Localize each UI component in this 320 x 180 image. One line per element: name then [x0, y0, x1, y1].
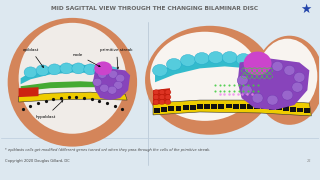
Polygon shape — [154, 108, 160, 113]
Ellipse shape — [222, 51, 237, 63]
Polygon shape — [20, 81, 125, 91]
Polygon shape — [211, 104, 217, 109]
Polygon shape — [261, 105, 268, 109]
Ellipse shape — [98, 70, 107, 78]
Polygon shape — [304, 108, 310, 113]
Ellipse shape — [159, 90, 165, 95]
Ellipse shape — [153, 100, 159, 105]
Ellipse shape — [84, 64, 97, 75]
Text: Copyright 2020 Douglas Gillard, DC: Copyright 2020 Douglas Gillard, DC — [5, 159, 69, 163]
Text: MID SAGITTAL VIEW THROUGH THE CHANGING BILAMINAR DISC: MID SAGITTAL VIEW THROUGH THE CHANGING B… — [52, 6, 259, 12]
Ellipse shape — [194, 53, 209, 64]
Ellipse shape — [165, 90, 171, 95]
Ellipse shape — [259, 60, 270, 70]
Polygon shape — [226, 103, 232, 109]
Polygon shape — [19, 87, 38, 97]
Ellipse shape — [165, 100, 171, 105]
Polygon shape — [254, 104, 260, 109]
Polygon shape — [153, 100, 311, 116]
Polygon shape — [19, 92, 127, 102]
Polygon shape — [238, 58, 309, 110]
Ellipse shape — [108, 86, 117, 94]
Text: hypoblast: hypoblast — [36, 101, 63, 119]
Ellipse shape — [100, 84, 109, 92]
Ellipse shape — [263, 60, 278, 72]
Ellipse shape — [145, 26, 275, 135]
Polygon shape — [168, 106, 174, 111]
Ellipse shape — [267, 95, 278, 105]
Polygon shape — [219, 104, 224, 109]
Ellipse shape — [250, 57, 265, 68]
Polygon shape — [161, 107, 167, 112]
Ellipse shape — [116, 74, 125, 82]
Polygon shape — [283, 106, 289, 111]
Ellipse shape — [241, 85, 252, 95]
Ellipse shape — [94, 65, 107, 76]
Polygon shape — [290, 107, 296, 112]
Ellipse shape — [292, 82, 303, 92]
Polygon shape — [93, 68, 130, 100]
Polygon shape — [297, 107, 303, 112]
Ellipse shape — [153, 95, 159, 100]
Ellipse shape — [153, 90, 159, 95]
Ellipse shape — [8, 18, 137, 147]
Ellipse shape — [48, 64, 61, 75]
Ellipse shape — [24, 67, 37, 78]
Ellipse shape — [283, 68, 298, 80]
Polygon shape — [153, 88, 170, 105]
Ellipse shape — [60, 63, 73, 74]
Polygon shape — [183, 105, 188, 110]
Ellipse shape — [94, 61, 112, 75]
Ellipse shape — [255, 36, 320, 125]
Ellipse shape — [114, 81, 123, 89]
Text: primitive streak: primitive streak — [100, 48, 133, 69]
Polygon shape — [276, 105, 282, 110]
Polygon shape — [20, 64, 125, 84]
Ellipse shape — [166, 58, 181, 70]
Ellipse shape — [282, 90, 293, 100]
Polygon shape — [155, 57, 289, 82]
Ellipse shape — [36, 65, 49, 76]
Ellipse shape — [244, 51, 271, 75]
Ellipse shape — [159, 100, 165, 105]
Ellipse shape — [106, 67, 119, 78]
Ellipse shape — [109, 70, 118, 78]
Ellipse shape — [252, 93, 263, 103]
Polygon shape — [247, 104, 253, 109]
Ellipse shape — [180, 55, 195, 66]
Ellipse shape — [258, 39, 317, 114]
Ellipse shape — [93, 78, 102, 86]
Text: * epiblasts cells get modified (different genes turned on) when they pass throug: * epiblasts cells get modified (differen… — [5, 148, 210, 152]
Ellipse shape — [165, 95, 171, 100]
Ellipse shape — [284, 65, 295, 75]
Polygon shape — [175, 106, 181, 111]
Ellipse shape — [274, 64, 289, 76]
Ellipse shape — [19, 23, 126, 134]
Polygon shape — [233, 103, 239, 109]
Ellipse shape — [72, 63, 85, 74]
Text: ★: ★ — [300, 3, 311, 15]
Polygon shape — [240, 104, 246, 109]
Polygon shape — [197, 104, 203, 109]
Ellipse shape — [208, 51, 223, 63]
Ellipse shape — [237, 75, 248, 85]
Ellipse shape — [244, 63, 255, 73]
Ellipse shape — [236, 53, 251, 65]
Ellipse shape — [150, 32, 260, 121]
Text: epiblast: epiblast — [23, 48, 44, 68]
Polygon shape — [268, 105, 275, 110]
Ellipse shape — [272, 61, 283, 71]
Text: 22: 22 — [307, 159, 311, 163]
Ellipse shape — [153, 64, 167, 76]
Text: node: node — [72, 53, 100, 67]
Polygon shape — [190, 105, 196, 110]
Ellipse shape — [159, 95, 165, 100]
Ellipse shape — [294, 72, 305, 82]
Polygon shape — [204, 104, 210, 109]
